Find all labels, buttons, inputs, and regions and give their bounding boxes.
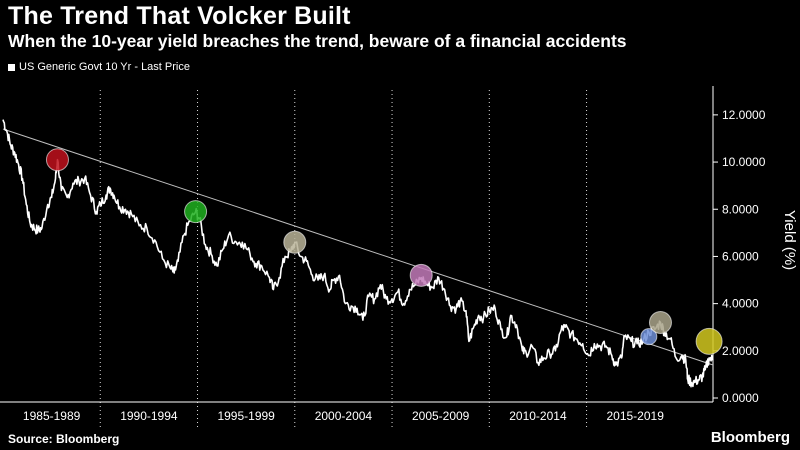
breach-marker xyxy=(283,230,307,254)
y-tick-label: 10.0000 xyxy=(722,155,766,169)
y-tick-label: 4.0000 xyxy=(722,297,759,311)
x-tick-label: 2015-2019 xyxy=(606,409,664,423)
x-tick-label: 2010-2014 xyxy=(509,409,567,423)
x-tick-label: 2000-2004 xyxy=(315,409,373,423)
chart-subtitle: When the 10-year yield breaches the tren… xyxy=(8,31,627,51)
breach-marker xyxy=(184,200,208,224)
legend-swatch xyxy=(8,63,15,71)
breach-marker xyxy=(409,263,433,287)
x-tick-label: 2005-2009 xyxy=(412,409,470,423)
source-note: Source: Bloomberg xyxy=(8,432,120,446)
brand-logo: Bloomberg xyxy=(710,429,790,446)
breach-markers xyxy=(45,148,723,355)
breach-marker xyxy=(45,148,69,172)
breach-marker xyxy=(648,311,672,334)
y-ticks: 0.0000 2.0000 4.0000 6.0000 8.0000 10.0000 12.… xyxy=(713,108,766,405)
breach-marker xyxy=(640,328,658,346)
y-tick-label: 0.0000 xyxy=(722,391,759,405)
y-tick-label: 12.0000 xyxy=(722,108,766,122)
x-ticks: 1985-1989 1990-1994 1995-1999 2000-2004 2005… xyxy=(23,409,664,423)
grid-lines xyxy=(99,90,588,430)
y-axis-label: Yield (%) xyxy=(781,210,798,270)
y-tick-label: 8.0000 xyxy=(722,202,759,216)
x-tick-label: 1985-1989 xyxy=(23,409,81,423)
chart-title: The Trend That Volcker Built xyxy=(8,2,351,30)
x-tick-label: 1995-1999 xyxy=(217,409,275,423)
legend-label: US Generic Govt 10 Yr - Last Price xyxy=(19,61,190,73)
x-tick-label: 1990-1994 xyxy=(120,409,178,423)
trend-line xyxy=(2,128,714,366)
yield-series-line xyxy=(2,119,714,388)
legend: US Generic Govt 10 Yr - Last Price xyxy=(8,61,190,73)
y-tick-label: 2.0000 xyxy=(722,344,759,358)
breach-marker xyxy=(695,327,723,355)
y-tick-label: 6.0000 xyxy=(722,249,759,263)
